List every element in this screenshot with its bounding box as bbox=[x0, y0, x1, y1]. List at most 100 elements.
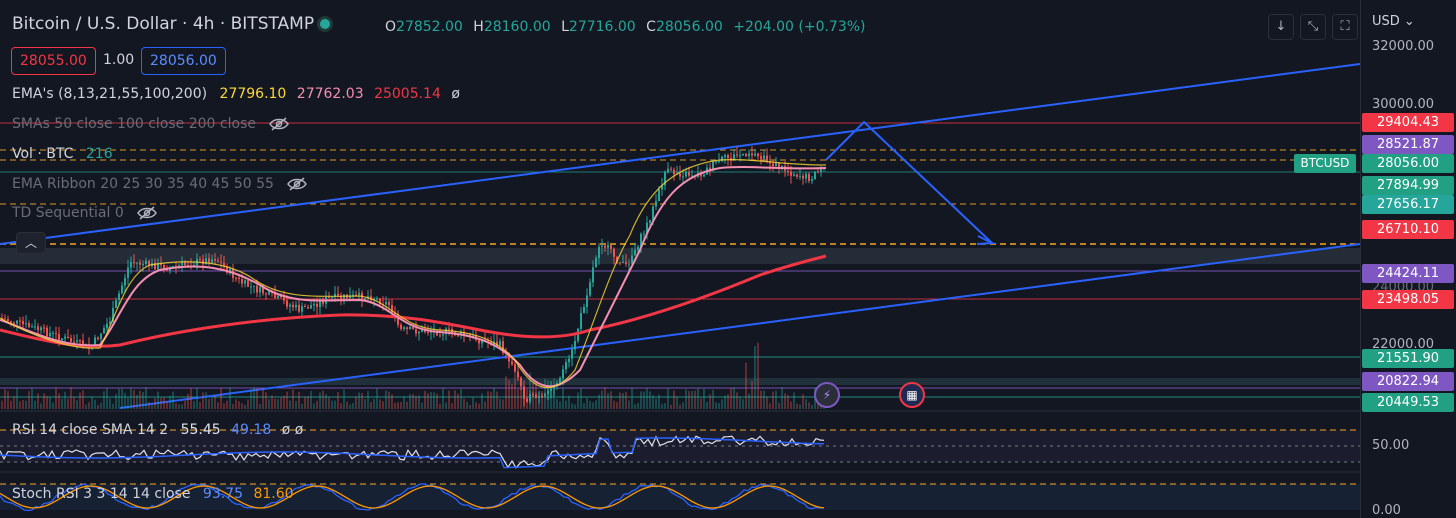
volume-bar bbox=[7, 390, 9, 409]
collapse-pane-icon[interactable]: ⤡ bbox=[1300, 14, 1326, 40]
volume-bar bbox=[4, 389, 6, 409]
symbol-title[interactable]: Bitcoin / U.S. Dollar · 4h · BITSTAMP bbox=[12, 14, 340, 34]
us-flag-event-icon[interactable]: ▦ bbox=[899, 382, 925, 408]
price-axis[interactable] bbox=[1360, 0, 1456, 518]
volume-bar bbox=[745, 362, 747, 409]
volume-bar bbox=[496, 391, 498, 409]
volume-bar bbox=[67, 398, 69, 409]
volume-bar bbox=[46, 396, 48, 409]
trend-channel[interactable] bbox=[0, 63, 1360, 409]
candle-body bbox=[58, 333, 60, 341]
ema-legend[interactable]: EMA's (8,13,21,55,100,200) 27796.10 2776… bbox=[12, 86, 460, 102]
td-sequential-label: TD Sequential 0 bbox=[12, 205, 124, 221]
sell-price-button[interactable]: 28055.00 bbox=[11, 47, 96, 75]
volume-bar bbox=[463, 398, 465, 409]
candle-body bbox=[421, 328, 423, 332]
volume-value: 216 bbox=[85, 146, 113, 162]
move-down-icon[interactable]: ↓ bbox=[1268, 14, 1294, 40]
candle-body bbox=[265, 293, 267, 295]
candle-body bbox=[667, 168, 669, 172]
candle-body bbox=[283, 297, 285, 301]
candle-body bbox=[94, 337, 96, 346]
volume-bar bbox=[499, 398, 501, 409]
volume-bar bbox=[580, 387, 582, 409]
candle-body bbox=[139, 262, 141, 265]
candle-body bbox=[805, 173, 807, 179]
volume-bar bbox=[508, 379, 510, 409]
candle-body bbox=[661, 185, 663, 190]
hidden-eye-icon[interactable] bbox=[268, 117, 290, 131]
volume-bar bbox=[388, 391, 390, 409]
candlesticks[interactable] bbox=[1, 146, 825, 407]
price-level-tag: 21551.90 bbox=[1362, 349, 1454, 368]
volume-bar bbox=[637, 403, 639, 409]
volume-bar bbox=[412, 394, 414, 409]
ema-ribbon-legend[interactable]: EMA Ribbon 20 25 30 35 40 45 50 55 bbox=[12, 176, 308, 192]
candle-body bbox=[586, 295, 588, 308]
stoch-rsi-pane[interactable] bbox=[0, 483, 1360, 512]
sma-legend[interactable]: SMAs 50 close 100 close 200 close bbox=[12, 116, 290, 132]
rsi-value: 55.45 bbox=[180, 422, 221, 438]
volume-bar bbox=[574, 404, 576, 409]
currency-selector[interactable]: USD ⌄ bbox=[1372, 14, 1415, 29]
stoch-rsi-legend[interactable]: Stoch RSI 3 3 14 14 close 93.75 81.60 bbox=[12, 486, 294, 502]
volume-bar bbox=[370, 401, 372, 409]
volume-bar bbox=[661, 403, 663, 409]
volume-bar bbox=[700, 398, 702, 409]
volume-bar bbox=[154, 397, 156, 409]
candle-body bbox=[802, 175, 804, 179]
candle-body bbox=[457, 335, 459, 337]
candle-body bbox=[355, 294, 357, 296]
collapse-legend-button[interactable]: ︿ bbox=[16, 232, 46, 254]
candle-body bbox=[82, 340, 84, 347]
candle-body bbox=[445, 328, 447, 335]
volume-bar bbox=[445, 402, 447, 409]
candle-body bbox=[514, 364, 516, 372]
volume-bar bbox=[292, 389, 294, 409]
volume-bar bbox=[121, 388, 123, 409]
candle-body bbox=[403, 327, 405, 329]
candle-body bbox=[340, 295, 342, 299]
volume-bar bbox=[79, 392, 81, 409]
candle-body bbox=[478, 340, 480, 344]
lightning-event-icon[interactable]: ⚡ bbox=[814, 382, 840, 408]
candle-body bbox=[634, 249, 636, 256]
volume-bar bbox=[421, 402, 423, 409]
candle-body bbox=[175, 265, 177, 267]
buy-price-button[interactable]: 28056.00 bbox=[141, 47, 226, 75]
maximize-pane-icon[interactable]: ⛶ bbox=[1332, 14, 1358, 40]
volume-bar bbox=[190, 387, 192, 409]
candle-body bbox=[121, 285, 123, 294]
candle-body bbox=[154, 262, 156, 270]
hidden-eye-icon[interactable] bbox=[286, 177, 308, 191]
td-sequential-legend[interactable]: TD Sequential 0 bbox=[12, 205, 158, 221]
volume-legend[interactable]: Vol · BTC 216 bbox=[12, 146, 113, 162]
candle-body bbox=[595, 258, 597, 268]
volume-bar bbox=[64, 391, 66, 409]
volume-bar bbox=[391, 394, 393, 409]
volume-bar bbox=[103, 391, 105, 409]
volume-bar bbox=[229, 387, 231, 409]
ohlc-readout: O27852.00 H28160.00 L27716.00 C28056.00 … bbox=[385, 19, 866, 35]
rsi-legend[interactable]: RSI 14 close SMA 14 2 55.45 49.18 ø ø bbox=[12, 422, 303, 438]
hidden-eye-icon[interactable] bbox=[136, 206, 158, 220]
rsi-pane[interactable] bbox=[0, 429, 1360, 469]
candle-body bbox=[712, 161, 714, 171]
candle-body bbox=[787, 170, 789, 172]
volume-bar bbox=[409, 394, 411, 409]
close-value: 28056.00 bbox=[655, 19, 723, 35]
price-level-tag: 27894.99 bbox=[1362, 176, 1454, 195]
volume-bar bbox=[394, 402, 396, 409]
volume-bar bbox=[460, 388, 462, 409]
volume-bar bbox=[640, 391, 642, 409]
price-chart[interactable] bbox=[0, 0, 1360, 518]
candle-body bbox=[4, 318, 6, 320]
volume-bar bbox=[178, 404, 180, 409]
volume-bar bbox=[238, 401, 240, 409]
candle-body bbox=[397, 313, 399, 325]
volume-bar bbox=[220, 388, 222, 409]
volume-bar bbox=[433, 392, 435, 409]
volume-bar bbox=[592, 402, 594, 409]
volume-bar bbox=[37, 393, 39, 409]
